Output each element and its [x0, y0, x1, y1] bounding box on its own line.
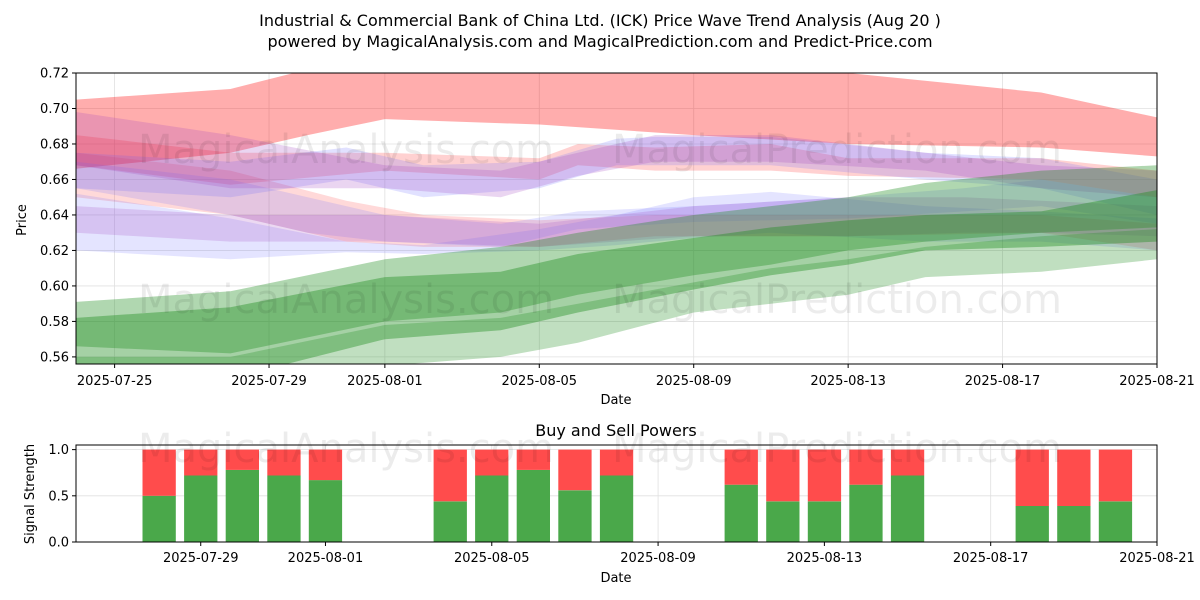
buy-sell-y-tick-label: 1.0 — [48, 443, 69, 458]
wave-band-blue-3 — [76, 161, 1157, 247]
price-y-tick-label: 0.58 — [40, 315, 69, 330]
buy-bar — [308, 480, 343, 542]
buy-sell-y-axis-label: Signal Strength — [23, 444, 38, 544]
price-x-axis-label: Date — [600, 393, 631, 408]
buy-bar — [599, 475, 634, 542]
price-x-tick-label: 2025-08-13 — [810, 374, 886, 389]
sell-bar — [1057, 449, 1091, 506]
buy-sell-x-ticks: 2025-07-29 2025-08-01 2025-08-05 2025-08-09… — [163, 542, 1195, 566]
buy-sell-x-tick-label: 2025-08-13 — [787, 551, 863, 566]
buy-sell-bars — [142, 449, 1133, 542]
sell-bar — [267, 449, 301, 476]
sell-bar — [225, 449, 259, 470]
price-y-tick-label: 0.56 — [40, 350, 69, 365]
buy-sell-x-tick-label: 2025-08-09 — [620, 551, 696, 566]
wave-band-green-3 — [76, 229, 1157, 364]
sell-bar — [516, 449, 550, 470]
buy-bar — [1098, 501, 1133, 542]
watermark-prediction-bottom: MagicalPrediction.com — [612, 426, 1062, 472]
sell-bar — [1015, 449, 1049, 506]
price-wave-plot: MagicalAnalysis.com MagicalPrediction.co… — [15, 67, 1195, 409]
buy-bar — [558, 490, 592, 542]
buy-sell-x-tick-label: 2025-08-01 — [288, 551, 364, 566]
buy-bar — [475, 475, 509, 542]
sell-bar — [890, 449, 925, 476]
chart-title: Industrial & Commercial Bank of China Lt… — [259, 11, 941, 30]
chart-subtitle: powered by MagicalAnalysis.com and Magic… — [267, 32, 932, 51]
price-y-tick-label: 0.70 — [40, 102, 69, 117]
buy-bar — [1057, 506, 1091, 542]
buy-bar — [890, 475, 925, 542]
watermark-analysis-mid: MagicalAnalysis.com — [138, 277, 554, 323]
buy-bar — [433, 501, 467, 542]
buy-bar — [724, 484, 758, 542]
buy-sell-x-axis-label: Date — [600, 571, 631, 586]
buy-sell-x-tick-label: 2025-08-17 — [953, 551, 1029, 566]
price-x-tick-label: 2025-07-29 — [231, 374, 307, 389]
price-x-tick-label: 2025-08-21 — [1119, 374, 1195, 389]
price-y-tick-label: 0.60 — [40, 279, 69, 294]
buy-bar — [1015, 506, 1049, 542]
wave-band-green-2 — [76, 190, 1157, 364]
buy-sell-title: Buy and Sell Powers — [535, 421, 697, 440]
price-plot-frame — [75, 72, 1158, 365]
price-x-tick-label: 2025-08-01 — [347, 374, 423, 389]
wave-band-red-low — [76, 152, 1157, 251]
buy-sell-y-tick-label: 0.0 — [48, 536, 69, 551]
buy-sell-y-tick-label: 0.5 — [48, 489, 69, 504]
price-y-ticks: 0.56 0.58 0.60 0.62 0.64 0.66 0.68 0.70 0.72 — [40, 67, 76, 365]
sell-bar — [766, 449, 800, 502]
buy-bar — [225, 469, 259, 542]
sell-bar — [308, 449, 343, 481]
wave-band-blue-1 — [76, 136, 1157, 215]
buy-sell-plot: Buy and Sell Powers MagicalAnalysis.com … — [23, 421, 1195, 586]
price-y-axis-label: Price — [15, 204, 30, 236]
buy-sell-x-tick-label: 2025-07-29 — [163, 551, 239, 566]
price-y-tick-label: 0.66 — [40, 173, 69, 188]
buy-bar — [766, 501, 800, 542]
sell-bar — [1098, 449, 1133, 502]
buy-sell-x-tick-label: 2025-08-21 — [1119, 551, 1195, 566]
buy-bar — [807, 501, 842, 542]
sell-bar — [433, 449, 467, 502]
price-x-tick-label: 2025-07-25 — [77, 374, 153, 389]
price-plot-background — [76, 73, 1157, 364]
price-y-tick-label: 0.68 — [40, 137, 69, 152]
price-y-tick-label: 0.64 — [40, 208, 69, 223]
buy-bar — [849, 484, 883, 542]
wave-band-red-upper — [76, 73, 1157, 169]
wave-band-purple-2 — [76, 197, 1157, 247]
buy-sell-x-tick-label: 2025-08-05 — [454, 551, 530, 566]
wave-band-purple-1 — [76, 112, 1157, 198]
buy-bar — [142, 495, 176, 542]
sell-bar — [807, 449, 842, 502]
buy-sell-plot-frame — [75, 444, 1158, 543]
sell-bar — [142, 449, 176, 496]
price-x-tick-label: 2025-08-17 — [965, 374, 1041, 389]
sell-bar — [599, 449, 634, 476]
sell-bar — [849, 449, 883, 485]
watermark-analysis-bottom: MagicalAnalysis.com — [138, 426, 554, 472]
watermark-prediction-mid: MagicalPrediction.com — [612, 277, 1062, 323]
watermark-prediction-top: MagicalPrediction.com — [612, 127, 1062, 173]
sell-bar — [724, 449, 758, 485]
wave-band-blue-2 — [76, 191, 1157, 260]
price-x-tick-label: 2025-08-05 — [502, 374, 578, 389]
buy-bar — [516, 469, 550, 542]
price-y-tick-label: 0.62 — [40, 244, 69, 259]
sell-bar — [184, 449, 218, 476]
price-x-ticks: 2025-07-25 2025-07-29 2025-08-01 2025-08-05… — [77, 364, 1195, 389]
wave-band-red-mid — [76, 135, 1157, 198]
wave-band-green-1 — [76, 165, 1157, 354]
sell-bar — [475, 449, 509, 476]
price-y-tick-label: 0.72 — [40, 67, 69, 82]
buy-bar — [184, 475, 218, 542]
buy-bar — [267, 475, 301, 542]
sell-bar — [558, 449, 592, 491]
price-x-tick-label: 2025-08-09 — [656, 374, 732, 389]
watermark-analysis-top: MagicalAnalysis.com — [138, 127, 554, 173]
price-wave-bands — [76, 73, 1157, 364]
buy-sell-y-ticks: 0.0 0.5 1.0 — [48, 443, 76, 551]
